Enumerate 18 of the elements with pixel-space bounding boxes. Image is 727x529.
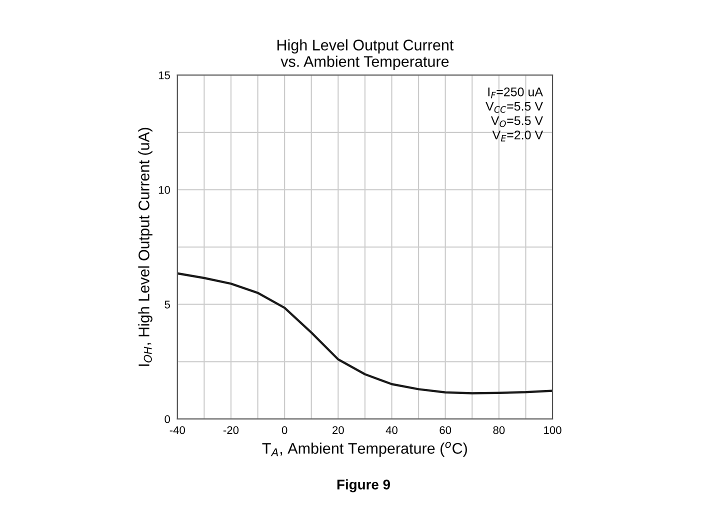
text: I$_{F}$=250 uA V$_{CC}$=5.5 V V$_{O}$=5.5 V V$_{E}$=2.0 V — [486, 87, 544, 142]
chart-title: High Level Output Current vs. Ambient Temperature — [277, 39, 454, 70]
y-tick-label: 5 — [164, 300, 170, 308]
x-tick-label: -40 — [170, 426, 185, 434]
x-tick-label: 60 — [440, 426, 452, 434]
y-tick-label: 15 — [158, 72, 170, 80]
y-tick-label: 0 — [164, 415, 170, 424]
x-tick-label: 40 — [386, 426, 398, 434]
caption: Figure 9 — [337, 479, 390, 492]
y-tick-label: 10 — [158, 186, 170, 194]
x-tick-label: 100 — [544, 426, 562, 434]
line-series — [177, 272, 553, 394]
x-tick-label: -20 — [223, 426, 239, 434]
x-axis-title: T$_{A}$, Ambient Temperature ($^{o}$C) — [262, 442, 467, 457]
x-tick-label: 80 — [493, 426, 505, 434]
x-tick-label: 20 — [332, 426, 344, 434]
x-tick-label: 0 — [282, 426, 288, 434]
y-axis-title: I$_{OH}$, High Level Output Current (uA) — [138, 128, 152, 366]
